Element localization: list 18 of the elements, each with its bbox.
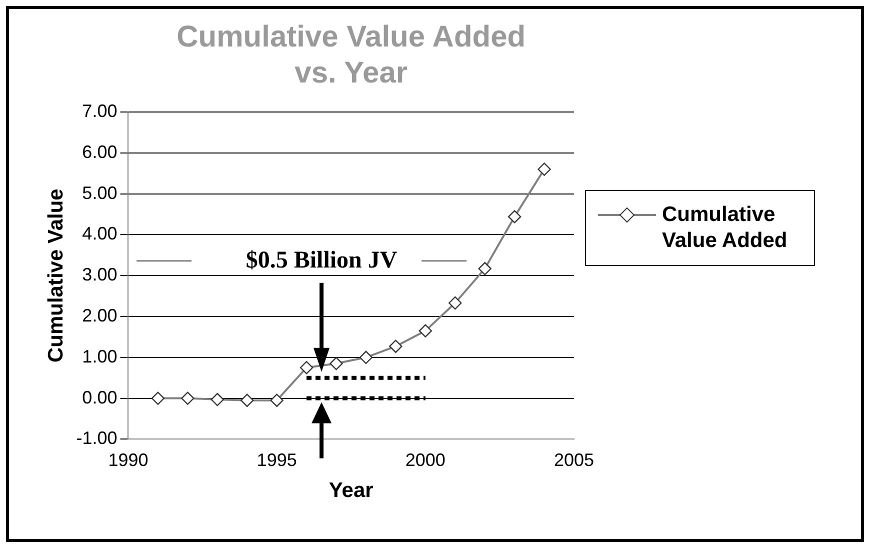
legend-label: Cumulative Value Added: [662, 202, 788, 254]
y-tick-label: 0.00: [82, 387, 118, 408]
y-tick-label: 4.00: [82, 224, 118, 244]
y-tick-label: -1.00: [76, 428, 118, 448]
y-tick-label: 1.00: [82, 346, 118, 366]
x-tick-label: 1990: [108, 450, 148, 470]
y-tick-label: 3.00: [82, 264, 118, 285]
x-tick-label: 1995: [256, 450, 297, 470]
y-tick-label: 2.00: [82, 305, 118, 326]
x-tick-label: 2000: [405, 450, 446, 470]
y-tick-label: 6.00: [82, 142, 118, 162]
x-axis-title: Year: [328, 479, 374, 502]
x-tick-label: 2005: [554, 450, 594, 470]
chart-title: Cumulative Value Added vs. Year: [176, 20, 526, 90]
annotation: $0.5 Billion JV: [246, 247, 398, 274]
y-axis-title: Cumulative Value: [44, 188, 68, 363]
y-tick-label: 7.00: [82, 100, 118, 121]
y-tick-label: 5.00: [82, 182, 118, 203]
